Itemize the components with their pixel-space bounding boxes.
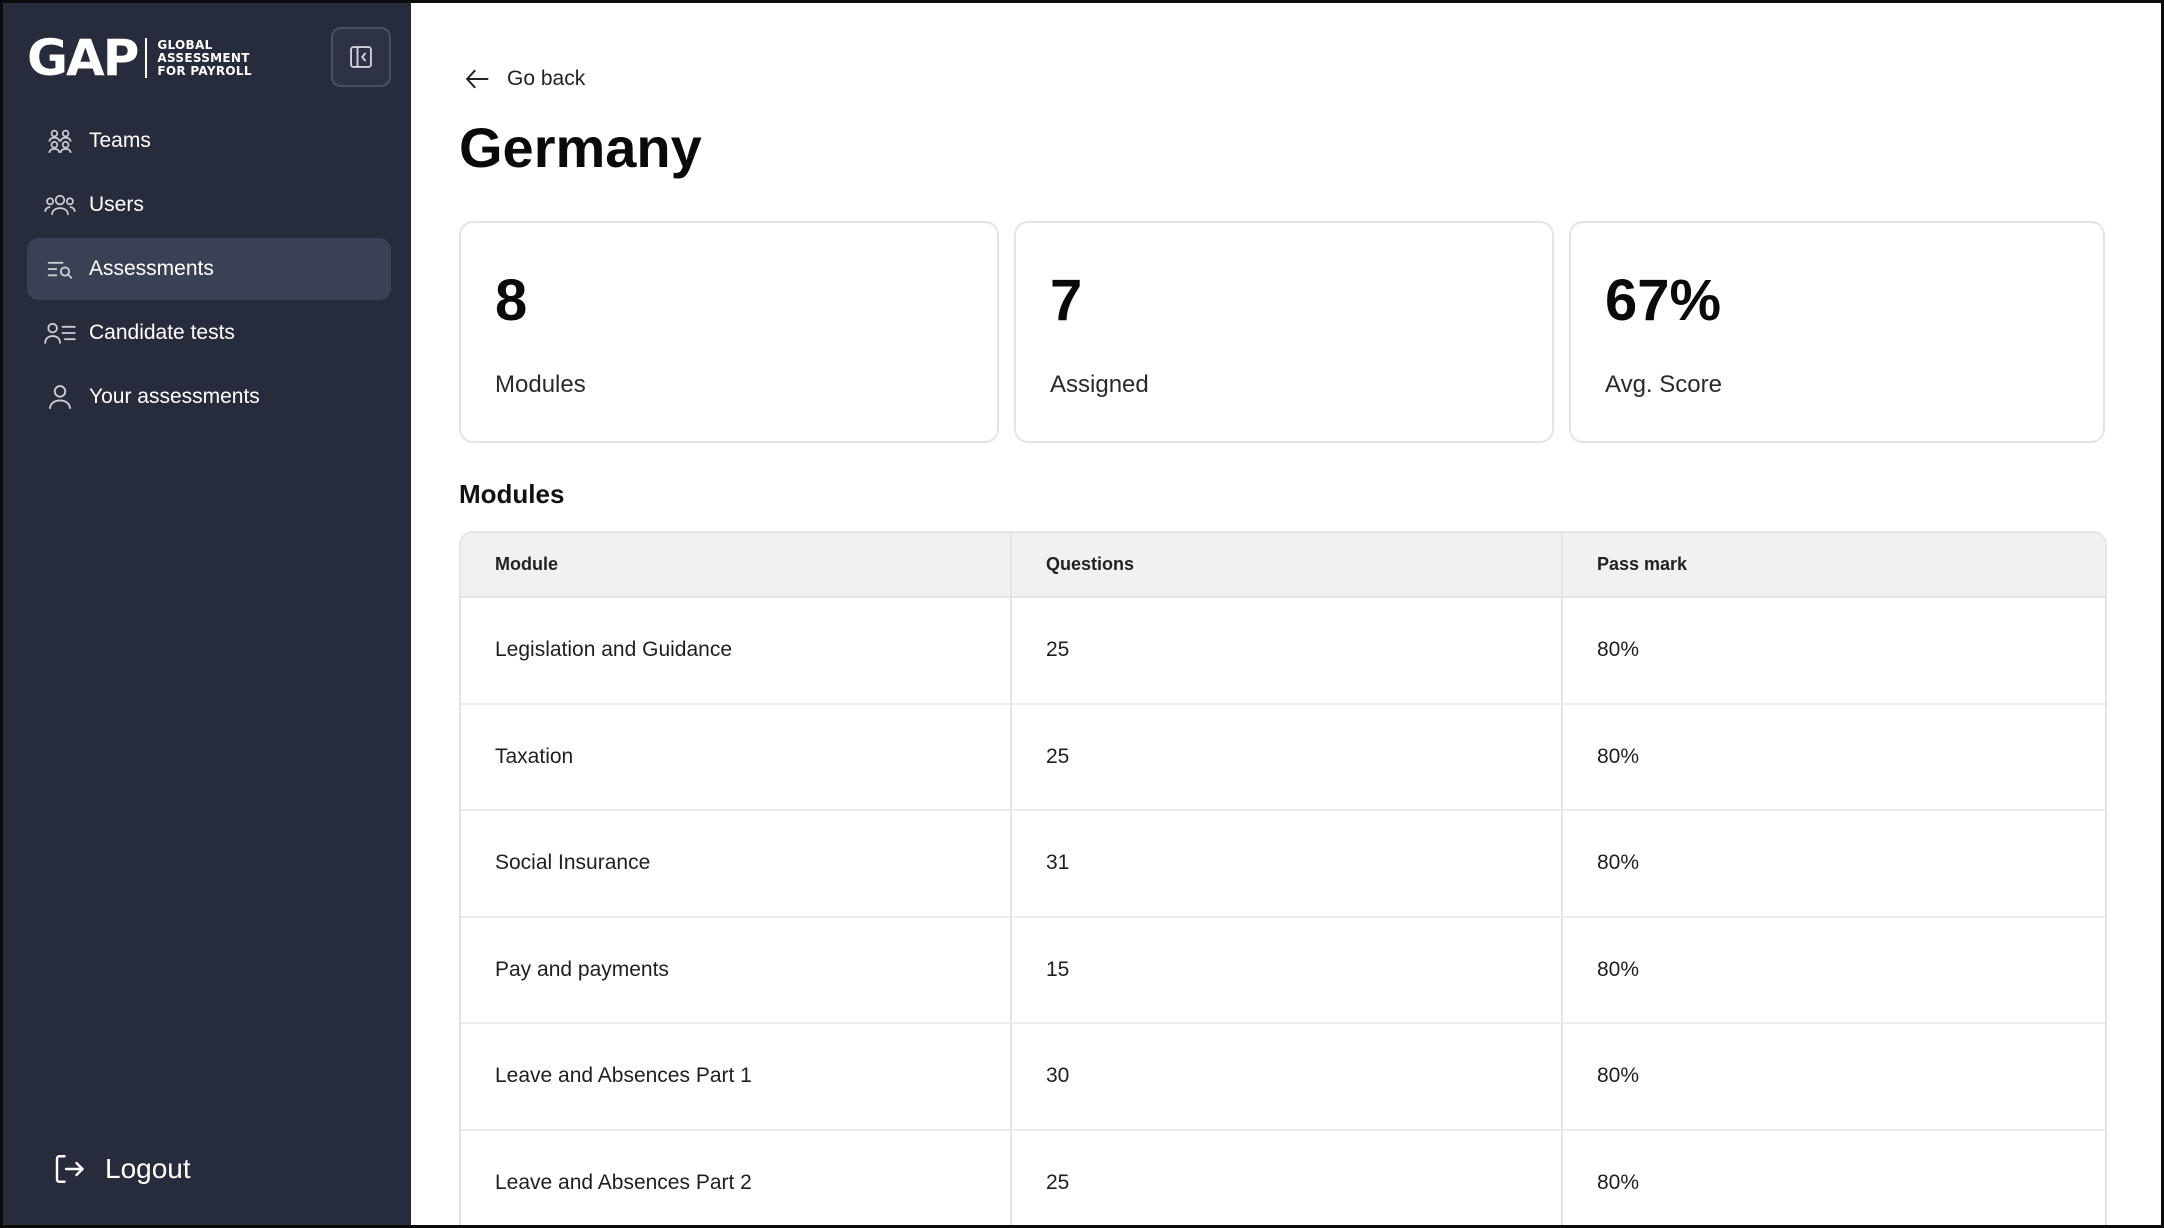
cell-questions: 31: [1010, 810, 1562, 918]
stats-row: 8 Modules 7 Assigned 67% Avg. Score: [459, 221, 2105, 443]
assessments-icon: [43, 252, 77, 286]
table-row[interactable]: Social Insurance 31 80%: [461, 810, 2105, 918]
user-icon: [43, 380, 77, 414]
cell-pass-mark: 80%: [1561, 597, 2105, 705]
stat-value: 7: [1050, 268, 1083, 333]
stat-card-modules: 8 Modules: [459, 221, 999, 443]
arrow-left-icon: [466, 69, 489, 89]
column-header-module[interactable]: Module: [461, 533, 1011, 598]
table-row[interactable]: Pay and payments 15 80%: [461, 916, 2105, 1024]
sidebar-nav: Teams Users: [27, 110, 391, 430]
cell-module: Taxation: [461, 703, 1011, 811]
stat-label: Avg. Score: [1605, 371, 1722, 398]
cell-questions: 25: [1010, 597, 1562, 705]
users-icon: [43, 188, 77, 222]
sidebar-item-users[interactable]: Users: [27, 174, 391, 236]
cell-module: Leave and Absences Part 2: [461, 1129, 1011, 1225]
cell-questions: 30: [1010, 1023, 1562, 1131]
section-title-modules: Modules: [459, 479, 565, 509]
table-row[interactable]: Legislation and Guidance 25 80%: [461, 597, 2105, 705]
logout-label: Logout: [105, 1153, 191, 1184]
sidebar-item-label: Candidate tests: [89, 321, 235, 344]
sidebar-item-assessments[interactable]: Assessments: [27, 238, 391, 300]
brand-logo[interactable]: GAP GLOBAL ASSESSMENT FOR PAYROLL: [27, 33, 252, 83]
sidebar: GAP GLOBAL ASSESSMENT FOR PAYROLL: [3, 3, 411, 1225]
cell-pass-mark: 80%: [1561, 810, 2105, 918]
stat-card-avg-score: 67% Avg. Score: [1569, 221, 2105, 443]
collapse-sidebar-button[interactable]: [331, 27, 391, 87]
table-row[interactable]: Taxation 25 80%: [461, 703, 2105, 811]
sidebar-item-label: Users: [89, 193, 144, 216]
cell-questions: 25: [1010, 1129, 1562, 1225]
brand-mark: GAP: [27, 29, 139, 87]
cell-module: Social Insurance: [461, 810, 1011, 918]
cell-questions: 15: [1010, 916, 1562, 1024]
column-header-questions[interactable]: Questions: [1010, 533, 1562, 598]
stat-value: 8: [495, 268, 528, 333]
logout-button[interactable]: Logout: [51, 1151, 191, 1187]
sidebar-item-label: Your assessments: [89, 385, 260, 408]
teams-icon: [43, 124, 77, 158]
cell-module: Leave and Absences Part 1: [461, 1023, 1011, 1131]
sidebar-item-your-assessments[interactable]: Your assessments: [27, 366, 391, 428]
brand-divider: [145, 38, 148, 78]
cell-module: Legislation and Guidance: [461, 597, 1011, 705]
brand-subtitle: GLOBAL ASSESSMENT FOR PAYROLL: [157, 37, 252, 78]
modules-table: Module Questions Pass mark Legislation a…: [459, 531, 2107, 1225]
brand-line-1: GLOBAL: [157, 37, 213, 52]
go-back-link[interactable]: Go back: [461, 65, 585, 93]
table-row[interactable]: Leave and Absences Part 1 30 80%: [461, 1023, 2105, 1131]
candidate-tests-icon: [43, 316, 77, 350]
brand-line-3: FOR PAYROLL: [157, 63, 252, 78]
column-header-pass-mark[interactable]: Pass mark: [1561, 533, 2105, 598]
table-header-row: Module Questions Pass mark: [461, 533, 2105, 598]
sidebar-item-label: Teams: [89, 129, 151, 152]
cell-pass-mark: 80%: [1561, 1129, 2105, 1225]
main-content: Go back Germany 8 Modules 7 Assigned 67%…: [411, 3, 2161, 1225]
cell-module: Pay and payments: [461, 916, 1011, 1024]
logout-icon: [51, 1151, 87, 1187]
table-row[interactable]: Leave and Absences Part 2 25 80%: [461, 1129, 2105, 1225]
cell-pass-mark: 80%: [1561, 703, 2105, 811]
stat-label: Assigned: [1050, 371, 1149, 398]
sidebar-item-candidate-tests[interactable]: Candidate tests: [27, 302, 391, 364]
stat-value: 67%: [1605, 268, 1722, 333]
stat-card-assigned: 7 Assigned: [1014, 221, 1554, 443]
cell-questions: 25: [1010, 703, 1562, 811]
page-title: Germany: [459, 116, 702, 179]
cell-pass-mark: 80%: [1561, 1023, 2105, 1131]
brand-line-2: ASSESSMENT: [157, 50, 250, 65]
sidebar-item-teams[interactable]: Teams: [27, 110, 391, 172]
go-back-label: Go back: [507, 67, 586, 90]
stat-label: Modules: [495, 371, 586, 398]
sidebar-item-label: Assessments: [89, 257, 214, 280]
cell-pass-mark: 80%: [1561, 916, 2105, 1024]
sidebar-collapse-icon: [350, 46, 372, 68]
